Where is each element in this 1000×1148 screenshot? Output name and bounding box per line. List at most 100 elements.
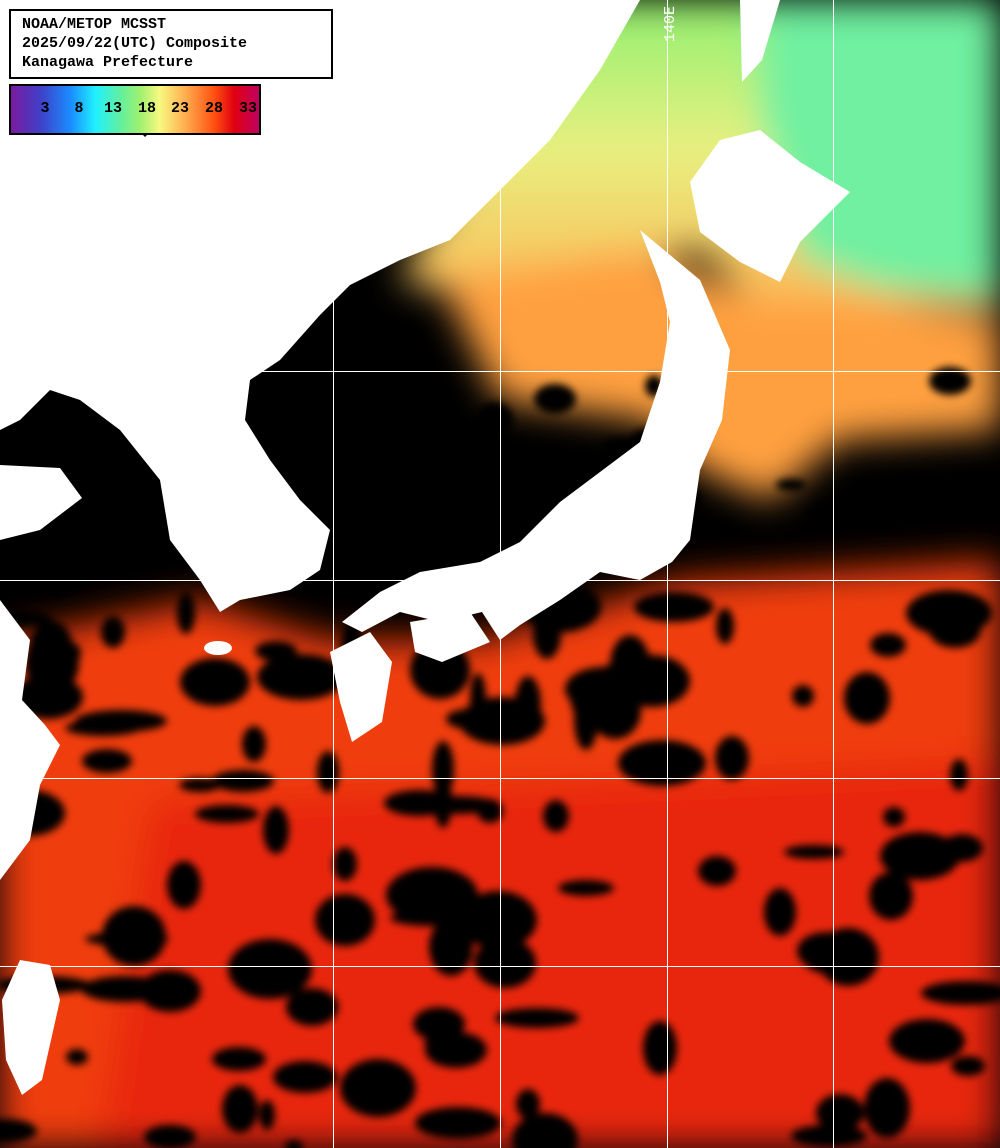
cloud-blob: [951, 1056, 985, 1076]
colorbar-label: 33: [238, 100, 258, 117]
cloud-blob: [273, 1061, 337, 1093]
cloud-blob: [129, 491, 167, 527]
cloud-blob: [415, 1107, 501, 1139]
cloud-blob: [0, 1119, 37, 1143]
colorbar-marker: [141, 133, 149, 137]
cloud-blob: [65, 720, 141, 736]
cloud-blob: [618, 740, 706, 786]
land-shikoku: [410, 612, 490, 662]
cloud-blob: [800, 933, 870, 975]
cloud-blob: [66, 1049, 88, 1065]
cloud-blob: [412, 796, 500, 814]
cloud-blob: [715, 736, 749, 780]
cloud-blob: [906, 590, 992, 636]
cloud-blob: [317, 751, 339, 793]
land-mask: [0, 0, 850, 1095]
colorbar-label: 13: [103, 100, 123, 117]
cloud-blob: [698, 856, 736, 886]
cloud-blob: [516, 1089, 540, 1119]
cloud-blob: [321, 376, 341, 426]
cloud-blob: [534, 384, 576, 414]
cloud-blob: [446, 709, 492, 729]
cloud-blob: [102, 906, 166, 966]
cloud-blob: [436, 486, 490, 514]
cloud-blob: [941, 834, 983, 862]
cloud-blob: [459, 697, 545, 745]
cloud-blob: [179, 778, 221, 792]
title-box: NOAA/METOP MCSST 2025/09/22(UTC) Composi…: [9, 9, 333, 79]
cloud-blob: [808, 501, 852, 533]
cloud-blob: [816, 1094, 864, 1132]
cloud-blob: [792, 685, 814, 707]
land-hokkaido: [690, 130, 850, 282]
cloud-blob: [212, 1047, 266, 1071]
cloud-blob: [512, 1113, 578, 1148]
color-scale-legend: 3 8 13 18 23 28 33: [9, 84, 261, 135]
land-jeju: [204, 641, 232, 655]
lat-label-40n: 40N: [14, 352, 42, 369]
cloud-blob: [101, 616, 125, 648]
cloud-blob: [880, 832, 960, 880]
cloud-blob: [495, 1008, 579, 1028]
cloud-blob: [424, 1035, 476, 1051]
land-china-coast: [0, 600, 60, 880]
title-line-sensor: NOAA/METOP MCSST: [22, 16, 167, 33]
cloud-blob: [475, 402, 513, 438]
cloud-blob: [222, 1085, 258, 1133]
cloud-blob: [864, 1078, 910, 1138]
land-kyushu: [330, 632, 392, 742]
sst-green-oyashio: [760, 0, 1000, 300]
cloud-blob: [558, 880, 614, 896]
title-line-region: Kanagawa Prefecture: [22, 54, 194, 71]
cloud-blob: [883, 807, 905, 827]
cloud-blob: [139, 970, 201, 1012]
cloud-blob: [167, 861, 201, 909]
cloud-blob: [180, 658, 250, 706]
cloud-blob: [764, 888, 796, 936]
lat-label-30n: 30N: [14, 759, 42, 776]
cloud-blob: [333, 847, 357, 881]
cloud-blob: [643, 1021, 677, 1075]
cloud-blob: [390, 910, 468, 926]
cloud-blob: [434, 776, 452, 828]
cloud-blob: [29, 620, 73, 680]
cloud-blob: [285, 1140, 303, 1148]
land-asia-mainland: [0, 0, 640, 612]
cloud-blob: [929, 367, 971, 395]
cloud-blob: [242, 726, 266, 762]
cloud-blob: [0, 554, 26, 582]
cloud-blob: [342, 562, 378, 582]
cloud-blob: [340, 1059, 416, 1117]
cloud-blob: [776, 479, 806, 491]
cloud-blob: [950, 759, 968, 791]
cloud-blob: [429, 918, 473, 976]
cloud-blob: [259, 1100, 275, 1130]
cloud-blob: [784, 845, 844, 859]
sst-south-hot: [100, 760, 1000, 1148]
colorbar-label: 18: [137, 100, 157, 117]
cloud-blob: [393, 418, 487, 458]
cloud-blob: [286, 988, 338, 1026]
cloud-blob: [634, 592, 714, 622]
colorbar-label: 8: [74, 100, 84, 117]
land-sado: [400, 126, 428, 165]
title-line-date: 2025/09/22(UTC) Composite: [22, 35, 248, 52]
cloud-blob: [870, 633, 906, 657]
land-taiwan: [2, 960, 60, 1095]
cloud-blob: [592, 676, 676, 692]
cloud-blob: [543, 800, 569, 832]
cloud-blob: [263, 806, 289, 854]
cloud-blob: [386, 867, 478, 923]
cloud-blob: [315, 894, 375, 946]
colorbar-label: 3: [40, 100, 50, 117]
cloud-blob: [195, 805, 259, 823]
cloud-blob: [716, 608, 734, 644]
cloud-blob: [889, 1019, 965, 1063]
cloud-blob: [82, 749, 132, 773]
cloud-blob: [110, 544, 162, 560]
cloud-blob: [589, 683, 641, 739]
cloud-blob: [459, 891, 537, 949]
cloud-blob: [257, 654, 345, 700]
